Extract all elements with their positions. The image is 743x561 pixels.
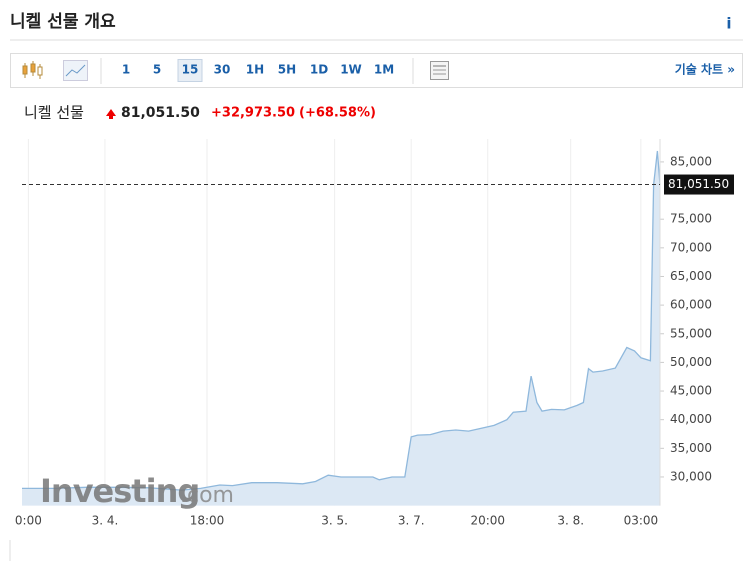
y-tick-label: 45,000 bbox=[670, 384, 712, 398]
info-button[interactable]: i bbox=[726, 15, 731, 33]
y-tick-label: 50,000 bbox=[670, 355, 712, 369]
x-tick-label: 0:00 bbox=[15, 514, 42, 528]
y-tick-label: 85,000 bbox=[670, 154, 712, 168]
area-fill bbox=[22, 151, 660, 506]
y-tick-label: 55,000 bbox=[670, 326, 712, 340]
y-tick-label: 35,000 bbox=[670, 441, 712, 455]
up-arrow bbox=[109, 115, 113, 119]
y-tick-label: 75,000 bbox=[670, 212, 712, 226]
percent-change: (+68.58%) bbox=[299, 106, 376, 121]
x-tick-label: 18:00 bbox=[190, 514, 225, 528]
interval-button[interactable]: 30 bbox=[214, 63, 231, 77]
interval-button[interactable]: 5 bbox=[153, 63, 161, 77]
x-tick-label: 3. 4. bbox=[92, 514, 119, 528]
y-tick-label: 65,000 bbox=[670, 269, 712, 283]
interval-button[interactable]: 1D bbox=[310, 63, 328, 77]
candle-icon[interactable] bbox=[22, 61, 43, 79]
price-change: +32,973.50 bbox=[211, 106, 295, 121]
y-tick-label: 30,000 bbox=[670, 469, 712, 483]
x-tick-label: 03:00 bbox=[624, 514, 659, 528]
x-tick-label: 3. 8. bbox=[557, 514, 584, 528]
current-price-tag bbox=[664, 174, 734, 195]
instrument-name: 니켈 선물 bbox=[24, 104, 84, 122]
x-tick-label: 3. 7. bbox=[398, 514, 425, 528]
selected-interval bbox=[177, 59, 203, 82]
x-tick-label: 3. 5. bbox=[321, 514, 348, 528]
interval-button[interactable]: 5H bbox=[278, 63, 296, 77]
price-line bbox=[22, 150, 661, 491]
x-tick-label: 20:00 bbox=[470, 514, 505, 528]
interval-button[interactable]: 1H bbox=[246, 63, 264, 77]
watermark-brand: Investing bbox=[40, 472, 199, 510]
page-title: 니켈 선물 개요 bbox=[10, 11, 116, 32]
technical-chart-link[interactable]: 기술 차트 » bbox=[675, 62, 735, 77]
interval-button[interactable]: 1 bbox=[122, 63, 130, 77]
y-tick-label: 70,000 bbox=[670, 240, 712, 254]
interval-button[interactable]: 15 bbox=[182, 63, 199, 77]
current-price-label: 81,051.50 bbox=[668, 177, 729, 191]
y-tick-label: 40,000 bbox=[670, 412, 712, 426]
last-price: 81,051.50 bbox=[121, 105, 200, 121]
watermark-suffix: .com bbox=[180, 483, 234, 508]
up-arrow bbox=[106, 109, 116, 116]
area-icon[interactable] bbox=[63, 60, 88, 81]
interval-button[interactable]: 1M bbox=[374, 63, 394, 77]
table-icon[interactable] bbox=[430, 61, 449, 80]
y-tick-label: 60,000 bbox=[670, 298, 712, 312]
interval-button[interactable]: 1W bbox=[340, 63, 362, 77]
